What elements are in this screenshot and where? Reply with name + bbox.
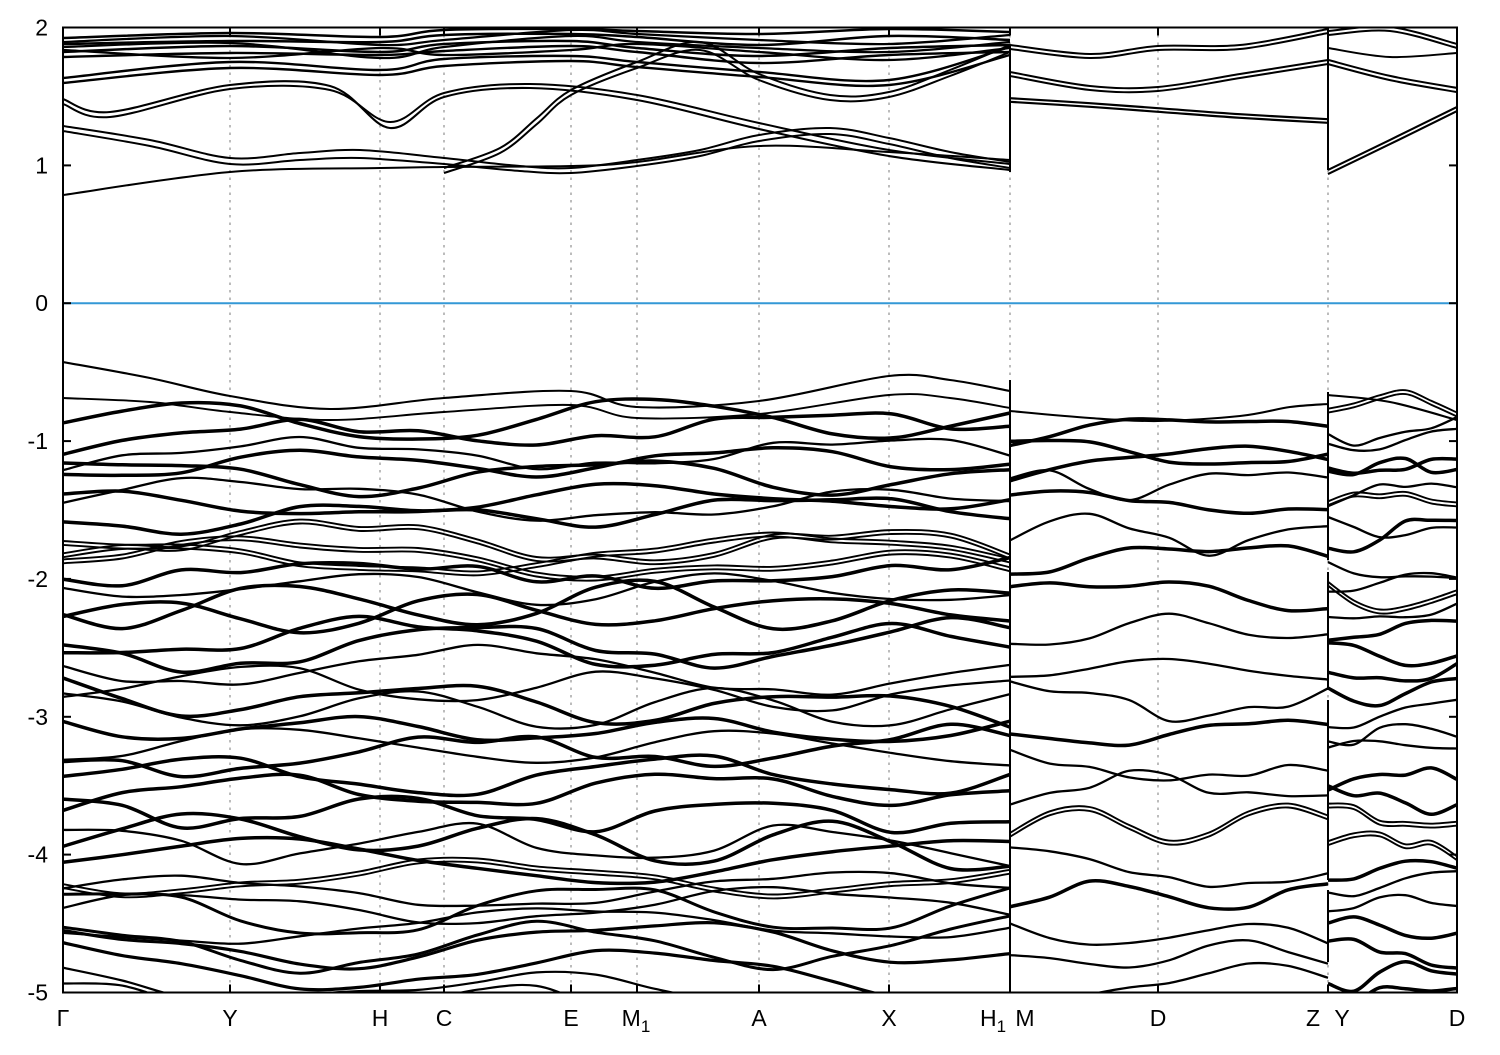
svg-text:M1: M1	[622, 1005, 651, 1036]
svg-text:C: C	[436, 1005, 453, 1031]
svg-text:0: 0	[35, 290, 48, 316]
svg-text:-2: -2	[28, 566, 48, 592]
svg-text:H: H	[372, 1005, 389, 1031]
svg-text:D: D	[1150, 1005, 1167, 1031]
svg-text:Z: Z	[1306, 1005, 1320, 1031]
svg-text:A: A	[751, 1005, 767, 1031]
svg-text:-1: -1	[28, 428, 48, 454]
svg-text:Y: Y	[222, 1005, 237, 1031]
svg-text:-3: -3	[28, 704, 48, 730]
svg-text:2: 2	[35, 15, 48, 41]
svg-text:M: M	[1015, 1005, 1034, 1031]
svg-text:Y: Y	[1334, 1005, 1349, 1031]
svg-text:Γ: Γ	[57, 1005, 70, 1031]
svg-text:D: D	[1449, 1005, 1466, 1031]
svg-text:X: X	[881, 1005, 896, 1031]
svg-text:-5: -5	[28, 980, 48, 1006]
svg-text:-4: -4	[28, 842, 49, 868]
svg-text:1: 1	[35, 152, 48, 178]
svg-text:E: E	[563, 1005, 578, 1031]
